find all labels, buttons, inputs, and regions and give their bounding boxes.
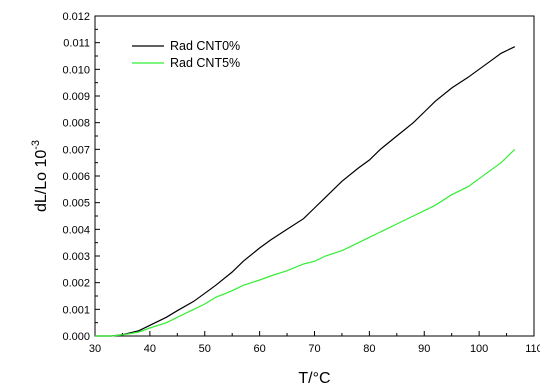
legend-label: Rad CNT0% [170,39,240,53]
series-line [95,148,516,337]
x-tick-label: 40 [144,343,156,355]
y-tick-label: 0.001 [62,304,90,316]
x-tick-label: 70 [308,343,320,355]
y-tick-label: 0.009 [62,91,90,103]
y-axis-title-main: dL/Lo 10 [33,150,50,212]
y-tick-label: 0.000 [62,331,90,343]
y-tick-label: 0.010 [62,64,90,76]
x-tick-label: 90 [418,343,430,355]
y-axis-title: dL/Lo 10-3 [30,140,50,212]
x-tick-label: 50 [199,343,211,355]
x-tick-label: 100 [470,343,488,355]
y-tick-label: 0.005 [62,198,90,210]
x-axis-title: T/°C [298,370,330,387]
x-tick-label: 60 [254,343,266,355]
y-tick-label: 0.008 [62,118,90,130]
legend: Rad CNT0% Rad CNT5% [132,39,240,70]
y-tick-label: 0.011 [63,38,90,50]
y-tick-label: 0.002 [62,278,90,290]
y-axis-title-exponent: -3 [30,140,42,150]
y-tick-label: 0.006 [62,171,90,183]
series-line [95,46,516,337]
x-tick-label: 80 [363,343,375,355]
y-tick-label: 0.007 [62,144,90,156]
y-tick-label: 0.003 [62,251,90,263]
x-tick-label: 110 [525,343,540,355]
plot-frame [94,15,535,337]
y-axis: 0.000 0.001 0.002 0.003 0.004 0.005 0.006 0.007… [62,11,100,343]
y-tick-label: 0.012 [62,11,90,23]
plot-lines [95,46,516,337]
x-axis: 30 40 50 60 70 80 90 100 110 [89,331,540,355]
legend-label: Rad CNT5% [170,56,240,70]
x-tick-label: 30 [89,343,101,355]
y-tick-label: 0.004 [62,224,90,236]
